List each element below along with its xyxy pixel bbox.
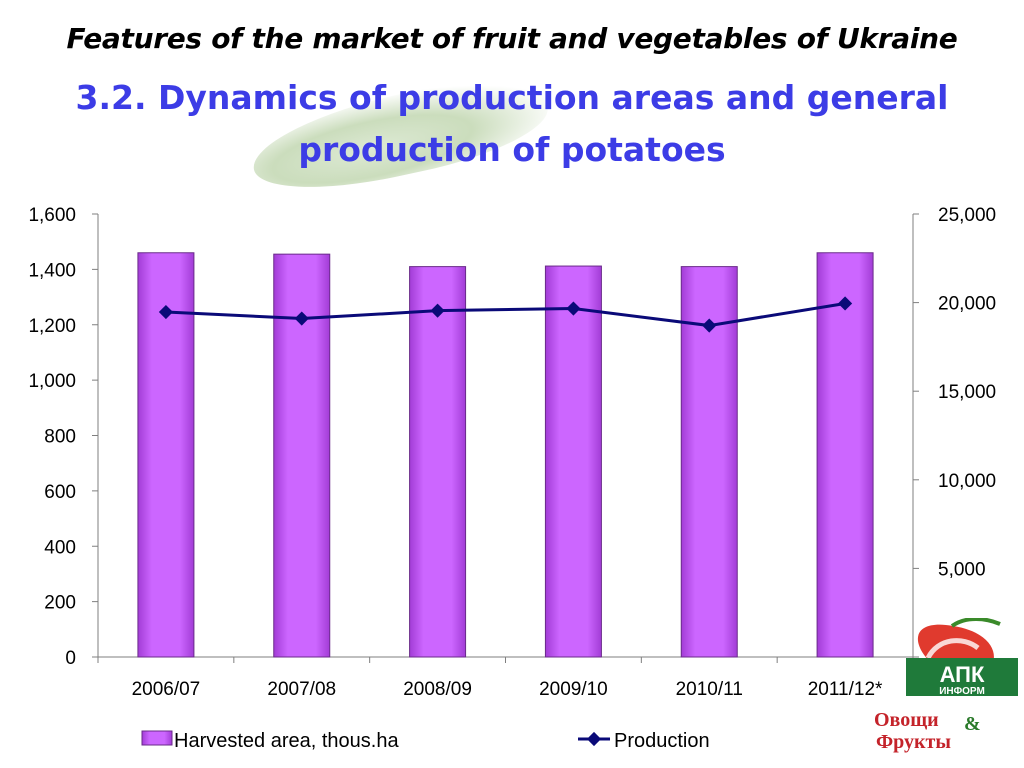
x-axis-tick-label: 2007/08: [267, 679, 336, 700]
left-axis-tick-label: 1,000: [28, 371, 76, 392]
left-axis-tick-label: 1,400: [28, 260, 76, 281]
production-point: [566, 301, 581, 316]
legend-label-line: Production: [614, 730, 710, 752]
chart-subtitle: 3.2. Dynamics of production areas and ge…: [75, 78, 949, 169]
production-line: [165, 302, 846, 328]
logo-ampersand: &: [964, 713, 981, 735]
logo-text-inform: ИНФОРМ: [939, 686, 985, 697]
right-axis-tick-label: 10,000: [938, 471, 996, 492]
right-axis-tick-label: 15,000: [938, 382, 996, 403]
bar: [137, 252, 195, 658]
legend-swatch-bar: [141, 730, 173, 746]
x-axis-tick-label: 2011/12*: [808, 679, 883, 700]
x-axis-tick-label: 2008/09: [403, 679, 472, 700]
production-point: [158, 304, 173, 320]
bar-series: [137, 252, 874, 658]
logo-banner: [906, 658, 1018, 696]
left-axis-tick-label: 400: [44, 537, 76, 558]
x-axis-tick-label: 2006/07: [132, 679, 201, 700]
right-axis-tick-label: 5,000: [938, 559, 986, 580]
production-point: [294, 311, 309, 326]
x-axis-tick-label: 2010/11: [676, 679, 743, 700]
production-point: [838, 296, 853, 311]
x-axis-tick-label: 2009/10: [539, 679, 608, 700]
left-axis-tick-label: 1,600: [28, 205, 76, 226]
left-axis-tick-label: 800: [44, 427, 76, 448]
bar: [409, 266, 467, 658]
legend-swatch-marker: [586, 731, 602, 747]
bar: [544, 265, 602, 658]
production-point: [702, 318, 717, 333]
left-axis-tick-label: 0: [65, 648, 76, 669]
chart-legend: Harvested area, thous.ha Production: [141, 730, 710, 752]
logo-text-apk: АПК: [940, 662, 985, 687]
apk-inform-logo: АПК ИНФОРМ Овощи & Фрукты: [874, 618, 1018, 753]
page-title: Features of the market of fruit and vege…: [66, 22, 958, 55]
logo-text-vegetables: Овощи: [874, 709, 939, 731]
left-axis-tick-label: 1,200: [28, 316, 76, 337]
left-axis-tick-label: 200: [44, 593, 76, 614]
production-point: [430, 303, 445, 318]
legend-label-bar: Harvested area, thous.ha: [174, 730, 399, 752]
bar: [816, 252, 874, 658]
left-axis-tick-label: 600: [44, 482, 76, 503]
right-axis-tick-label: 25,000: [938, 205, 996, 226]
line-series: [158, 296, 853, 333]
right-axis-tick-label: 20,000: [938, 294, 996, 315]
logo-text-fruits: Фрукты: [876, 731, 951, 753]
chart-axes: 02004006008001,0001,2001,4001,60005,0001…: [28, 205, 996, 700]
